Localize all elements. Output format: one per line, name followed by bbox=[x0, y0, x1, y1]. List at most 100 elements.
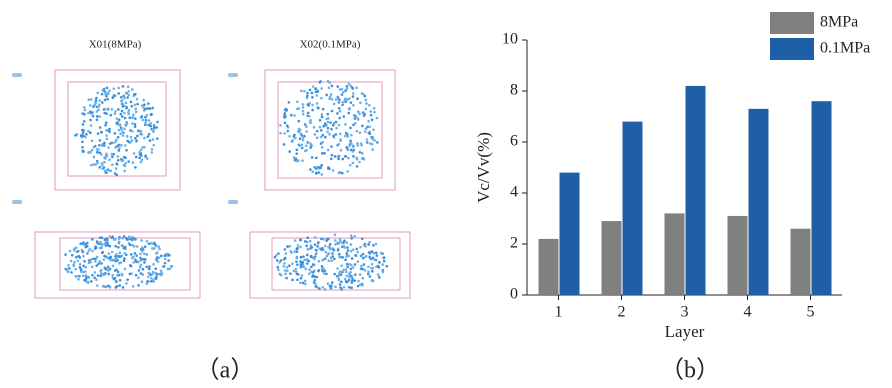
particle bbox=[70, 260, 73, 263]
particle bbox=[149, 139, 152, 142]
particle bbox=[306, 258, 309, 261]
particle bbox=[301, 274, 304, 277]
particle bbox=[100, 246, 103, 249]
particle bbox=[334, 285, 337, 288]
particle bbox=[354, 254, 357, 257]
particle bbox=[111, 251, 114, 254]
particle bbox=[321, 152, 324, 155]
particle bbox=[131, 122, 134, 125]
particle bbox=[85, 266, 88, 269]
particle bbox=[104, 267, 107, 270]
particle bbox=[147, 124, 150, 127]
particle bbox=[134, 123, 137, 126]
particle bbox=[104, 238, 107, 241]
particle bbox=[91, 274, 94, 277]
particle bbox=[356, 97, 359, 100]
particle bbox=[341, 103, 344, 106]
particle bbox=[127, 160, 130, 163]
particle bbox=[359, 102, 362, 105]
particle bbox=[99, 241, 102, 244]
particle bbox=[363, 95, 366, 98]
particle bbox=[340, 264, 343, 267]
particle bbox=[380, 252, 383, 255]
particle bbox=[114, 146, 117, 149]
particle bbox=[358, 161, 361, 164]
particle bbox=[370, 114, 373, 117]
particle bbox=[350, 250, 353, 253]
particle bbox=[101, 101, 104, 104]
particle bbox=[114, 132, 117, 135]
particle bbox=[118, 284, 121, 287]
particle bbox=[325, 251, 328, 254]
particle bbox=[311, 109, 314, 112]
particle bbox=[302, 282, 305, 285]
particle bbox=[82, 150, 85, 153]
particle bbox=[79, 242, 82, 245]
particle bbox=[346, 266, 349, 269]
icon bbox=[228, 200, 238, 204]
particle bbox=[109, 235, 112, 238]
particle bbox=[163, 254, 166, 257]
particle bbox=[376, 254, 379, 257]
particle bbox=[107, 108, 110, 111]
particle bbox=[339, 110, 342, 113]
particle bbox=[367, 243, 370, 246]
particle bbox=[124, 144, 127, 147]
particle bbox=[353, 235, 356, 238]
particle bbox=[296, 100, 299, 103]
particle bbox=[317, 241, 320, 244]
particle bbox=[327, 127, 330, 130]
particle bbox=[348, 108, 351, 111]
particle bbox=[108, 128, 111, 131]
particle bbox=[144, 121, 147, 124]
figure: X01(8MPa) X02(0.1MPa) （a） （b） 0246810123… bbox=[0, 0, 892, 388]
particle bbox=[301, 261, 304, 264]
legend-swatch bbox=[770, 38, 814, 60]
particle bbox=[322, 238, 325, 241]
particle bbox=[111, 235, 114, 238]
particle bbox=[356, 130, 359, 133]
particle bbox=[84, 274, 87, 277]
particle bbox=[143, 146, 146, 149]
particle bbox=[107, 273, 110, 276]
particle bbox=[361, 125, 364, 128]
particle bbox=[123, 257, 126, 260]
particle bbox=[364, 130, 367, 133]
particle bbox=[143, 261, 146, 264]
particle bbox=[82, 274, 85, 277]
particle bbox=[333, 258, 336, 261]
particle bbox=[296, 250, 299, 253]
particle bbox=[344, 155, 347, 158]
particle bbox=[131, 239, 134, 242]
particle bbox=[327, 149, 330, 152]
particle bbox=[367, 120, 370, 123]
x-tick-label: 2 bbox=[618, 304, 626, 321]
particle bbox=[314, 236, 317, 239]
particle bbox=[346, 263, 349, 266]
particle bbox=[101, 237, 104, 240]
particle bbox=[324, 257, 327, 260]
particle bbox=[156, 121, 159, 124]
particle bbox=[109, 170, 112, 173]
particle bbox=[139, 266, 142, 269]
particle bbox=[341, 172, 344, 175]
particle bbox=[79, 256, 82, 259]
particle bbox=[306, 236, 309, 239]
particle bbox=[363, 113, 366, 116]
particle bbox=[338, 98, 341, 101]
particle bbox=[128, 116, 131, 119]
particle bbox=[91, 250, 94, 253]
particle bbox=[304, 150, 307, 153]
particle bbox=[90, 98, 93, 101]
particle bbox=[357, 260, 360, 263]
particle bbox=[147, 102, 150, 105]
particle bbox=[117, 271, 120, 274]
particle bbox=[101, 93, 104, 96]
particle bbox=[339, 283, 342, 286]
particle bbox=[352, 95, 355, 98]
particle bbox=[321, 270, 324, 273]
particle bbox=[108, 252, 111, 255]
particle bbox=[82, 255, 85, 258]
particle bbox=[329, 121, 332, 124]
particle bbox=[125, 107, 128, 110]
